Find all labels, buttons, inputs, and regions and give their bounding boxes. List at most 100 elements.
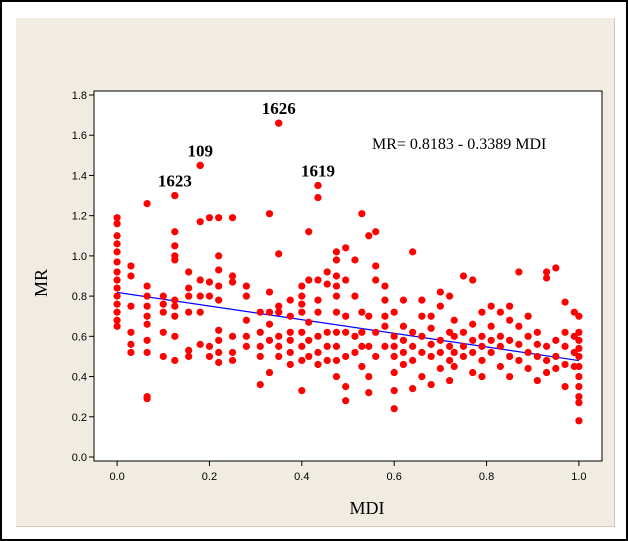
y-tick-label: 1.0	[72, 251, 87, 263]
data-point	[265, 320, 274, 328]
data-point	[332, 248, 341, 256]
y-tick-label: 1.8	[72, 90, 87, 102]
x-tick-label: 0.0	[109, 471, 124, 483]
data-point	[418, 296, 426, 304]
data-point	[390, 387, 398, 395]
data-point	[298, 342, 306, 350]
data-point	[205, 352, 214, 361]
data-point	[185, 284, 193, 292]
data-point	[196, 276, 204, 284]
chart-window: 0.0 0.2 0.4 0.6 0.8 1.0 0.0 0.2 0.4 0.6 0.8 1.0 1.2 1…	[16, 18, 615, 527]
data-point	[256, 352, 264, 361]
data-point	[409, 342, 417, 350]
data-point	[427, 340, 435, 348]
data-point	[113, 214, 121, 222]
data-point	[418, 372, 426, 381]
data-point	[390, 352, 398, 361]
data-point	[265, 368, 274, 377]
x-tick-label: 0.8	[479, 471, 494, 483]
data-point	[305, 228, 313, 236]
data-point	[113, 316, 121, 324]
data-point	[127, 262, 135, 270]
y-tick-label: 0.6	[72, 331, 87, 343]
data-point	[351, 292, 359, 300]
data-point	[399, 360, 408, 369]
data-point	[332, 282, 341, 290]
data-point	[358, 342, 366, 350]
data-point	[390, 308, 398, 316]
data-point	[575, 372, 583, 381]
data-point	[575, 362, 583, 371]
data-point	[314, 296, 322, 304]
data-point	[323, 280, 331, 288]
data-point	[399, 348, 408, 357]
data-point	[143, 282, 151, 290]
x-tick-label: 0.6	[387, 471, 402, 483]
data-point	[265, 336, 274, 344]
data-point	[575, 312, 583, 320]
data-point	[113, 258, 121, 266]
y-tick-label: 0.4	[72, 372, 87, 384]
data-point	[515, 322, 523, 330]
data-point	[113, 292, 121, 300]
data-point	[446, 376, 454, 385]
data-point	[524, 364, 532, 373]
data-point	[113, 308, 121, 316]
data-point	[171, 256, 179, 264]
data-point	[542, 274, 551, 282]
data-point	[215, 336, 223, 344]
outlier-point	[196, 161, 204, 170]
data-point	[171, 332, 179, 340]
data-point	[143, 292, 151, 300]
data-point	[256, 342, 264, 350]
data-point	[305, 318, 313, 326]
data-point	[298, 308, 306, 316]
data-point	[159, 328, 167, 336]
data-point	[143, 312, 151, 320]
data-point	[314, 193, 322, 202]
data-point	[127, 302, 135, 310]
data-point	[409, 328, 417, 336]
data-point	[171, 356, 179, 365]
outlier-label: 109	[187, 141, 213, 160]
data-point	[524, 348, 532, 357]
data-point	[496, 342, 504, 350]
data-point	[113, 284, 121, 292]
data-point	[342, 244, 350, 252]
data-point	[185, 352, 193, 361]
data-point	[342, 382, 350, 391]
x-tick-label: 1.0	[571, 471, 586, 483]
data-point	[365, 312, 373, 320]
data-point	[242, 316, 250, 324]
data-point	[332, 256, 341, 264]
data-point	[427, 324, 435, 332]
data-point	[127, 340, 135, 348]
data-point	[469, 276, 477, 284]
data-point	[305, 336, 313, 344]
data-point	[305, 276, 313, 284]
data-point	[323, 268, 331, 276]
y-tick-label: 0.2	[72, 412, 87, 424]
data-point	[205, 292, 214, 300]
data-point	[143, 320, 151, 328]
data-point	[427, 352, 435, 361]
data-point	[575, 399, 583, 407]
data-point	[575, 336, 583, 344]
data-point	[459, 328, 468, 336]
data-point	[561, 342, 569, 350]
data-point	[351, 256, 359, 264]
data-point	[298, 387, 306, 395]
data-point	[342, 352, 350, 361]
data-point	[286, 312, 294, 320]
data-point	[418, 332, 426, 340]
data-point	[275, 302, 283, 310]
data-point	[446, 342, 454, 350]
data-point	[196, 308, 204, 316]
y-tick-label: 1.6	[72, 130, 87, 142]
data-point	[542, 368, 551, 377]
data-point	[332, 372, 341, 381]
data-point	[342, 328, 350, 336]
data-point	[205, 342, 214, 350]
data-point	[323, 342, 331, 350]
data-point	[171, 242, 179, 250]
